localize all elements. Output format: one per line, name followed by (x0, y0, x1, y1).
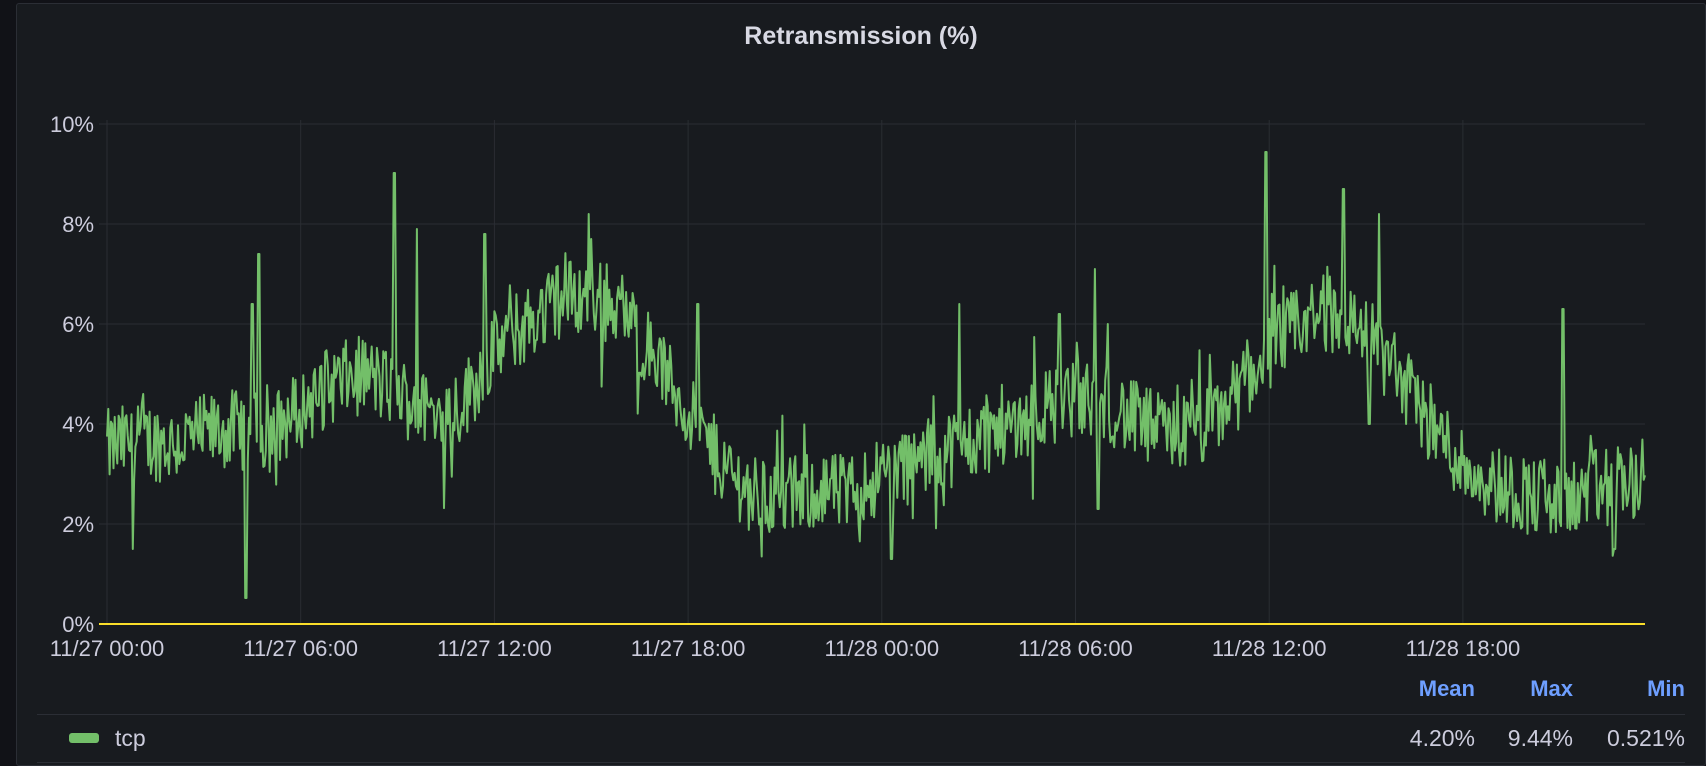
legend-header: Mean Max Min (1385, 676, 1685, 702)
y-tick-label: 8% (62, 212, 94, 237)
x-tick-label: 11/27 18:00 (631, 636, 746, 661)
x-tick-label: 11/28 06:00 (1018, 636, 1133, 661)
legend-max-value: 9.44% (1507, 725, 1573, 751)
x-tick-label: 11/27 06:00 (243, 636, 358, 661)
y-tick-label: 6% (62, 312, 94, 337)
legend-min-value: 0.521% (1606, 725, 1685, 751)
y-tick-label: 10% (50, 112, 94, 137)
time-series-chart[interactable]: 0%2%4%6%8%10% 11/27 00:00 11/27 06:00 11/2… (17, 4, 1706, 684)
legend-series-name[interactable]: tcp (115, 725, 146, 751)
legend-values: 4.20% 9.44% 0.521% (1385, 725, 1685, 752)
chart-panel: Retransmission (%) 0% 2% 4% 6% 8% 10% 11/27 0… (16, 3, 1706, 766)
legend-header-max[interactable]: Max (1530, 676, 1573, 701)
legend-header-mean[interactable]: Mean (1418, 676, 1475, 701)
x-axis: 11/27 00:00 11/27 06:00 11/27 12:00 11/27 1… (50, 636, 1520, 661)
legend-header-min[interactable]: Min (1647, 676, 1685, 701)
y-tick-label: 2% (62, 512, 94, 537)
x-tick-label: 11/28 00:00 (825, 636, 940, 661)
x-tick-label: 11/27 12:00 (437, 636, 552, 661)
y-tick-label: 0% (62, 612, 94, 637)
series-line-tcp[interactable] (106, 151, 1646, 599)
x-tick-label: 11/27 00:00 (50, 636, 165, 661)
legend-mean-value: 4.20% (1409, 725, 1475, 751)
y-tick-label: 4% (62, 412, 94, 437)
legend-row-tcp[interactable]: tcp 4.20% 9.44% 0.521% (37, 714, 1685, 763)
x-tick-label: 11/28 18:00 (1406, 636, 1521, 661)
legend-color-swatch[interactable] (69, 733, 99, 743)
y-axis: 0% 2% 4% 6% 8% 10% (50, 112, 94, 637)
panel-title[interactable]: Retransmission (%) (744, 22, 978, 50)
x-tick-label: 11/28 12:00 (1212, 636, 1327, 661)
